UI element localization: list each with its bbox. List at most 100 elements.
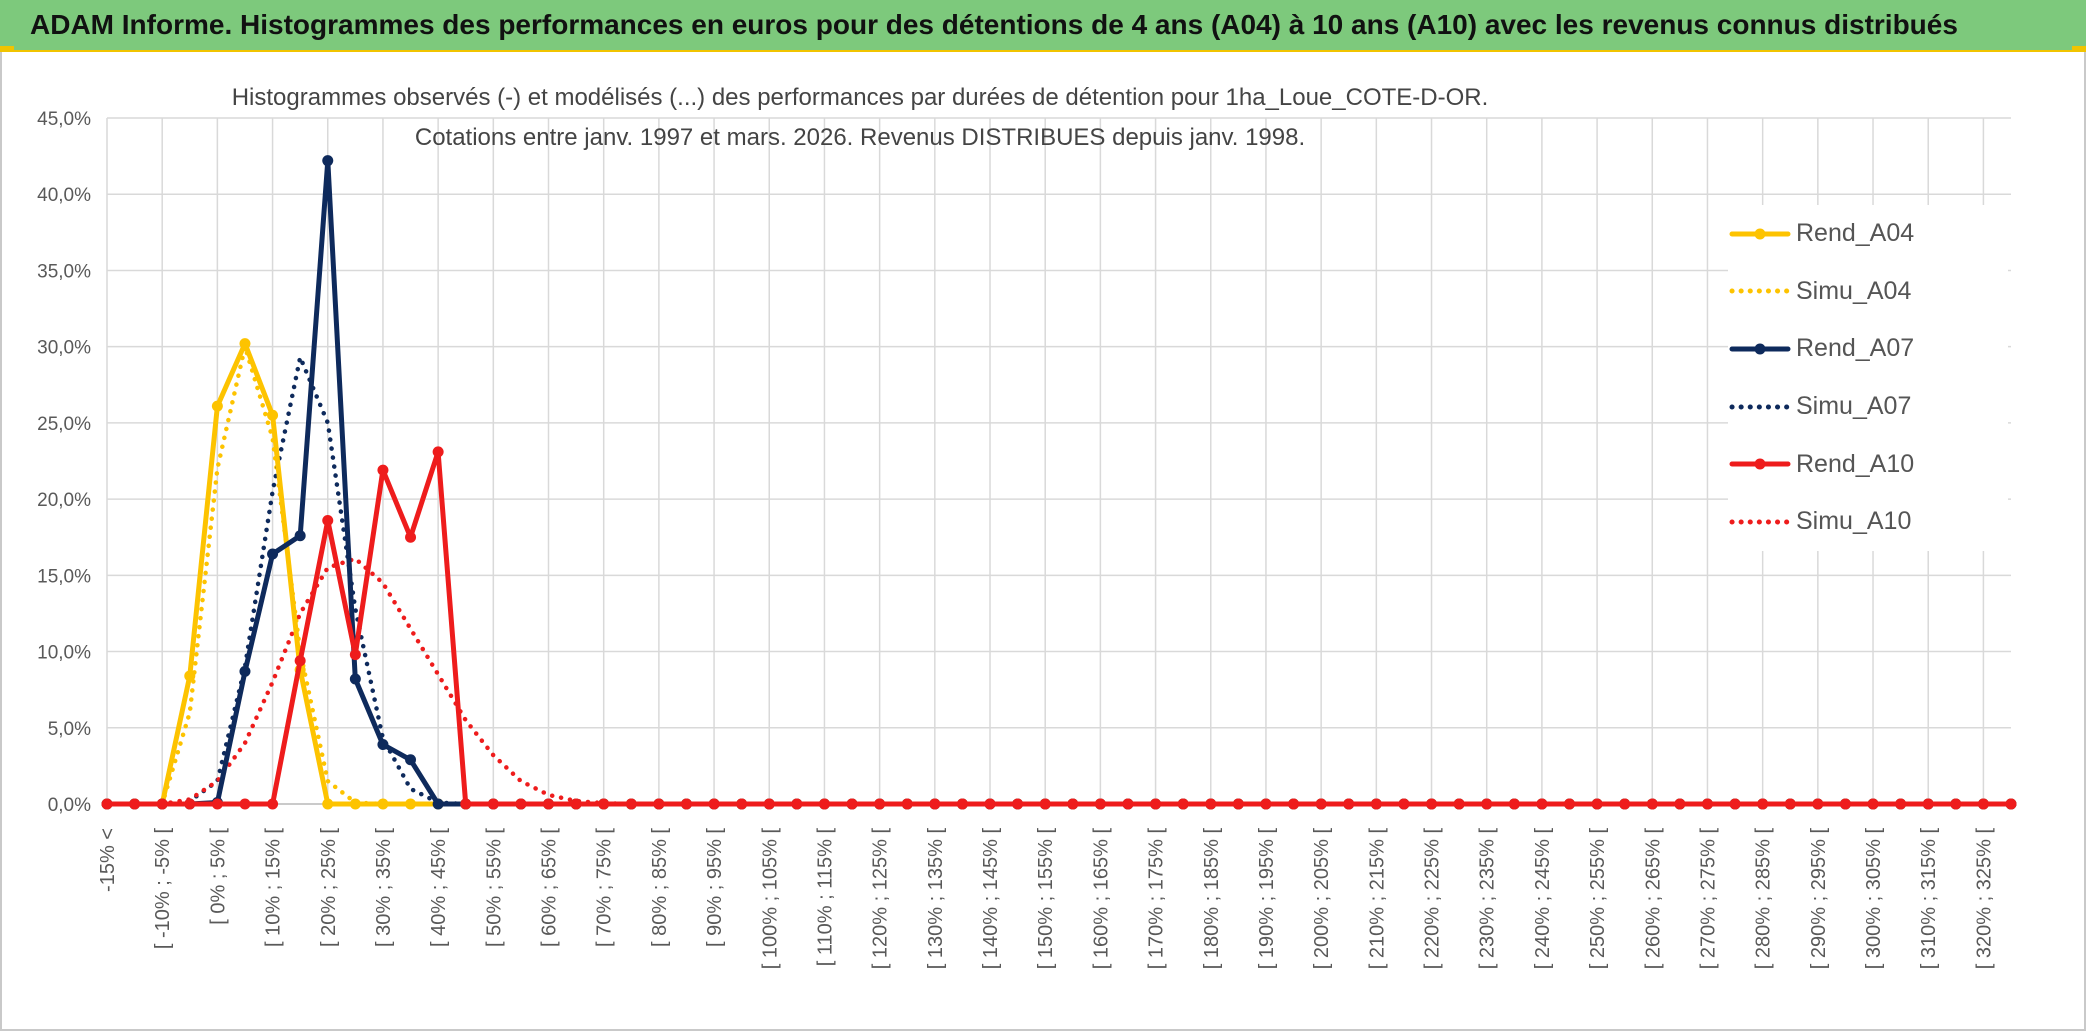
data-point <box>377 798 389 810</box>
report-title: ADAM Informe. Histogrammes des performan… <box>30 9 1958 40</box>
data-point <box>929 798 941 810</box>
legend-item: Rend_A04 <box>1728 205 2008 263</box>
data-point <box>460 798 472 810</box>
data-point <box>956 798 968 810</box>
data-point <box>708 798 720 810</box>
data-point <box>405 754 417 766</box>
data-point <box>239 798 251 810</box>
legend-label: Simu_A10 <box>1796 507 1912 536</box>
data-point <box>239 338 251 350</box>
data-point <box>1122 798 1134 810</box>
data-point <box>156 798 168 810</box>
data-point <box>1370 798 1382 810</box>
y-tick-label: 25,0% <box>37 414 91 435</box>
data-point <box>1094 798 1106 810</box>
data-point <box>901 798 913 810</box>
data-point <box>1729 798 1741 810</box>
x-tick-label: [ 200% ; 205% [ <box>1311 828 1333 970</box>
x-tick-label: [ 100% ; 105% [ <box>759 828 781 970</box>
data-point <box>1039 798 1051 810</box>
chart-title-line-1: Histogrammes observés (-) et modélisés (… <box>231 84 1489 111</box>
data-point <box>294 655 306 667</box>
legend-item: Simu_A10 <box>1728 493 2008 551</box>
data-point <box>515 798 527 810</box>
data-point <box>1977 798 1989 810</box>
report-banner: ADAM Informe. Histogrammes des performan… <box>0 0 2086 52</box>
data-point <box>432 798 444 810</box>
x-tick-label: [ 140% ; 145% [ <box>980 828 1002 970</box>
data-point <box>1674 798 1686 810</box>
data-point <box>1646 798 1658 810</box>
x-tick-label: [ 280% ; 285% [ <box>1753 828 1775 970</box>
banner-corner-left <box>0 46 14 52</box>
data-point <box>349 649 361 661</box>
x-tick-label: [ 220% ; 225% [ <box>1422 828 1444 970</box>
data-point <box>1260 798 1272 810</box>
x-tick-label: [ 190% ; 195% [ <box>1256 828 1278 970</box>
data-point <box>405 531 417 543</box>
data-point <box>625 798 637 810</box>
x-tick-label: [ 270% ; 275% [ <box>1697 828 1719 970</box>
x-tick-label: [ 20% ; 25% [ <box>318 828 340 947</box>
data-point <box>405 798 417 810</box>
x-tick-label: [ 80% ; 85% [ <box>649 828 671 947</box>
data-point <box>598 798 610 810</box>
data-point <box>322 155 334 167</box>
legend-swatch <box>1729 343 1791 355</box>
data-point <box>1867 798 1879 810</box>
data-point <box>1701 798 1713 810</box>
x-tick-label: [ 300% ; 305% [ <box>1863 828 1885 970</box>
data-point <box>1150 798 1162 810</box>
data-point <box>1839 798 1851 810</box>
data-point <box>1812 798 1824 810</box>
data-point <box>653 798 665 810</box>
x-tick-label: [ 70% ; 75% [ <box>594 828 616 947</box>
data-point <box>1508 798 1520 810</box>
data-point <box>432 446 444 458</box>
data-point <box>1481 798 1493 810</box>
data-point <box>1177 798 1189 810</box>
y-tick-label: 10,0% <box>37 643 91 664</box>
x-tick-label: [ 90% ; 95% [ <box>704 828 726 947</box>
y-tick-label: 20,0% <box>37 490 91 511</box>
x-tick-label: [ 130% ; 135% [ <box>925 828 947 970</box>
x-tick-label: [ 40% ; 45% [ <box>428 828 450 947</box>
data-point <box>1563 798 1575 810</box>
x-tick-label: [ 290% ; 295% [ <box>1808 828 1830 970</box>
data-point <box>377 739 389 751</box>
data-point <box>267 798 279 810</box>
series-line-rend_a07 <box>104 158 2014 807</box>
data-point <box>680 798 692 810</box>
data-point <box>1950 798 1962 810</box>
chart-title: Histogrammes observés (-) et modélisés (… <box>170 78 1550 158</box>
data-point <box>763 798 775 810</box>
legend-item: Simu_A04 <box>1728 263 2008 321</box>
data-point <box>101 798 113 810</box>
data-point <box>1288 798 1300 810</box>
legend-swatch <box>1729 288 1791 294</box>
x-tick-label: [ 240% ; 245% [ <box>1532 828 1554 970</box>
data-point <box>267 409 279 421</box>
data-point <box>1315 798 1327 810</box>
legend-item: Rend_A10 <box>1728 435 2008 493</box>
data-point <box>211 400 223 412</box>
data-point <box>1343 798 1355 810</box>
x-tick-label: [ 230% ; 235% [ <box>1477 828 1499 970</box>
x-tick-label: [ 160% ; 165% [ <box>1090 828 1112 970</box>
x-tick-label: [ 60% ; 65% [ <box>539 828 561 947</box>
data-point <box>1757 798 1769 810</box>
data-point <box>1012 798 1024 810</box>
data-point <box>1453 798 1465 810</box>
data-point <box>1591 798 1603 810</box>
data-point <box>874 798 886 810</box>
legend-label: Rend_A04 <box>1796 219 1915 248</box>
x-tick-label: [ 180% ; 185% [ <box>1201 828 1223 970</box>
x-tick-label: [ 30% ; 35% [ <box>373 828 395 947</box>
x-tick-label: [ 170% ; 175% [ <box>1146 828 1168 970</box>
banner-corner-right <box>2072 46 2086 52</box>
x-tick-label: [ 210% ; 215% [ <box>1366 828 1388 970</box>
x-tick-label: [ 250% ; 255% [ <box>1587 828 1609 970</box>
data-point <box>1232 798 1244 810</box>
series-line-rend_a10 <box>104 449 2014 807</box>
